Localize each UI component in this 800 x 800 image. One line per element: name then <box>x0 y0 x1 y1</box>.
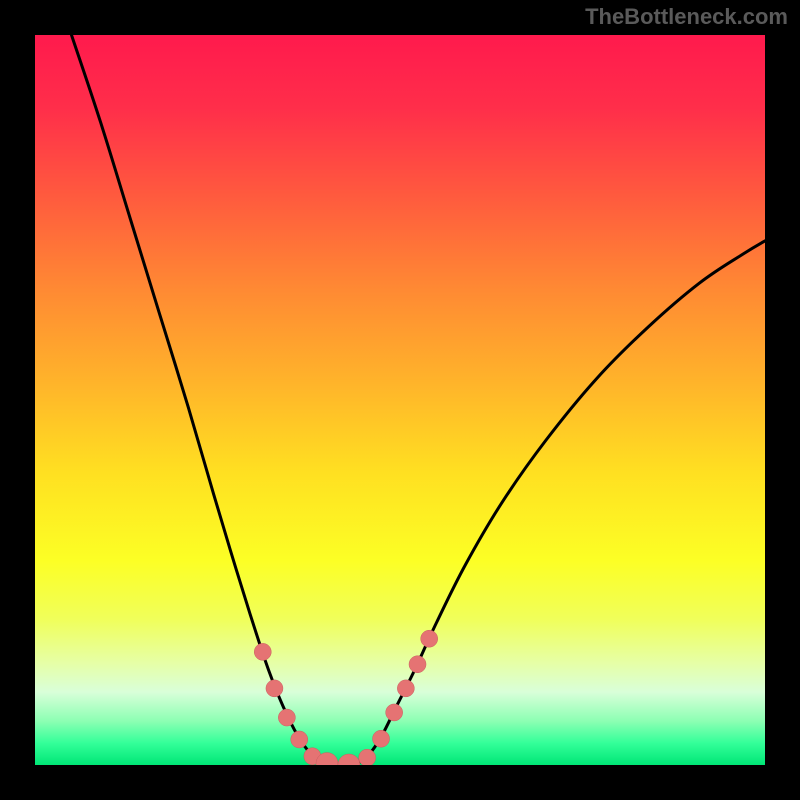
curve-marker <box>266 680 283 697</box>
chart-container: TheBottleneck.com <box>0 0 800 800</box>
curve-marker <box>373 730 390 747</box>
curve-marker <box>278 709 295 726</box>
curve-layer <box>35 35 765 765</box>
watermark-text: TheBottleneck.com <box>585 4 788 30</box>
curve-marker <box>386 704 403 721</box>
curve-marker <box>291 731 308 748</box>
marker-group <box>254 630 437 765</box>
curve-marker <box>254 643 271 660</box>
bottleneck-curve <box>72 35 766 765</box>
curve-marker <box>421 630 438 647</box>
curve-marker <box>359 749 376 765</box>
curve-marker <box>338 754 360 765</box>
curve-marker <box>409 656 426 673</box>
plot-area <box>35 35 765 765</box>
curve-marker <box>397 680 414 697</box>
